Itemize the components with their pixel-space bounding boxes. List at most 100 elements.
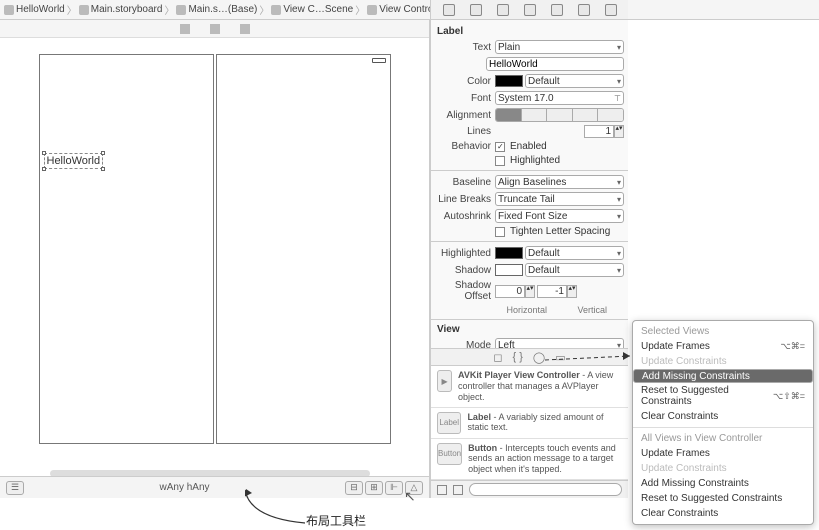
object-library-icon[interactable]: ◯ — [533, 351, 545, 364]
highlighted-color-well[interactable] — [495, 247, 523, 259]
size-class-indicator[interactable]: wAny hAny — [30, 482, 339, 493]
device-preview[interactable] — [216, 54, 391, 444]
identity-inspector-icon[interactable] — [497, 4, 509, 16]
text-field-label: Text — [435, 42, 495, 53]
list-view-icon[interactable] — [453, 485, 463, 495]
color-well[interactable] — [495, 75, 523, 87]
inspector-panel: Label Text Plain▾ Color Default▾ Font Sy… — [430, 0, 628, 498]
text-style-select[interactable]: Plain▾ — [495, 40, 624, 54]
chevron-down-icon: ▾ — [617, 178, 621, 187]
font-select[interactable]: System 17.0⊤ — [495, 91, 624, 105]
view-section-title: View — [437, 324, 624, 335]
resolve-constraints-menu: Selected Views Update Frames⌥⌘= Update C… — [632, 320, 814, 525]
menu-item-reset-suggested[interactable]: Reset to Suggested Constraints⌥⇧⌘= — [633, 383, 813, 409]
canvas-workspace: → HelloWorld — [0, 20, 430, 476]
breadcrumb-item[interactable]: Main.s…(Base) — [176, 4, 257, 15]
quickhelp-inspector-icon[interactable] — [470, 4, 482, 16]
pin-button[interactable]: ⊩ — [385, 481, 403, 495]
stepper-icon[interactable]: ▴▾ — [567, 285, 577, 298]
menu-item-clear-constraints-all[interactable]: Clear Constraints — [633, 506, 813, 521]
canvas-bottom-bar: ☰ wAny hAny ⊟ ⊞ ⊩ △ — [0, 476, 430, 498]
scene-icon — [271, 5, 281, 15]
code-snippet-icon[interactable]: { } — [513, 351, 523, 363]
breadcrumb-item[interactable]: HelloWorld — [4, 4, 65, 15]
storyboard-icon — [176, 5, 186, 15]
breadcrumb: HelloWorld〉 Main.storyboard〉 Main.s…(Bas… — [0, 0, 819, 20]
mode-select[interactable]: Left▾ — [495, 338, 624, 348]
shadow-v-value[interactable]: -1 — [537, 285, 567, 298]
exit-icon[interactable] — [240, 24, 250, 34]
lines-value[interactable]: 1 — [584, 125, 614, 138]
grid-view-icon[interactable] — [437, 485, 447, 495]
stepper-icon[interactable]: ▴▾ — [614, 125, 624, 138]
enabled-checkbox[interactable] — [495, 142, 505, 152]
linebreaks-select[interactable]: Truncate Tail▾ — [495, 192, 624, 206]
avkit-thumb-icon: ▶ — [437, 370, 452, 392]
viewcontroller-icon — [367, 5, 377, 15]
annotation-text: 布局工具栏 — [306, 512, 366, 529]
size-inspector-icon[interactable] — [551, 4, 563, 16]
attributes-inspector-icon[interactable] — [524, 4, 536, 16]
library-item[interactable]: Label Label - A variably sized amount of… — [431, 408, 628, 439]
alignment-segmented[interactable] — [495, 108, 624, 122]
shadow-h-value[interactable]: 0 — [495, 285, 525, 298]
label-widget[interactable]: HelloWorld — [44, 153, 104, 169]
library-item[interactable]: Button Button - Intercepts touch events … — [431, 439, 628, 480]
baseline-label: Baseline — [435, 177, 495, 188]
outline-toggle-icon[interactable]: ☰ — [6, 481, 24, 495]
label-widget-text: HelloWorld — [47, 155, 101, 167]
canvas[interactable]: → HelloWorld — [0, 38, 429, 476]
menu-item-clear-constraints[interactable]: Clear Constraints — [633, 409, 813, 424]
canvas-toolbar — [0, 20, 429, 38]
breadcrumb-item[interactable]: Main.storyboard — [79, 4, 163, 15]
connections-inspector-icon[interactable] — [578, 4, 590, 16]
shadow-color-select[interactable]: Default▾ — [525, 263, 624, 277]
baseline-select[interactable]: Align Baselines▾ — [495, 175, 624, 189]
breadcrumb-item[interactable]: View C…Scene — [271, 4, 353, 15]
menu-item-update-frames-all[interactable]: Update Frames — [633, 446, 813, 461]
linebreaks-label: Line Breaks — [435, 194, 495, 205]
horizontal-sublabel: Horizontal — [495, 305, 559, 315]
object-library: ▶ AVKit Player View Controller - A view … — [431, 366, 628, 480]
firstresponder-icon[interactable] — [210, 24, 220, 34]
stepper-icon[interactable]: ▴▾ — [525, 285, 535, 298]
highlighted-color-select[interactable]: Default▾ — [525, 246, 624, 260]
label-thumb-icon: Label — [437, 412, 461, 434]
stack-button[interactable]: ⊟ — [345, 481, 363, 495]
shadowoffset-label: Shadow Offset — [435, 280, 495, 302]
align-button[interactable]: ⊞ — [365, 481, 383, 495]
autoshrink-select[interactable]: Fixed Font Size▾ — [495, 209, 624, 223]
library-search-input[interactable] — [469, 483, 622, 496]
vc-icon[interactable] — [180, 24, 190, 34]
storyboard-icon — [79, 5, 89, 15]
vertical-sublabel: Vertical — [561, 305, 625, 315]
media-library-icon[interactable]: ▭ — [555, 351, 565, 364]
file-template-icon[interactable]: ◻ — [493, 351, 502, 364]
menu-item-update-frames[interactable]: Update Frames⌥⌘= — [633, 339, 813, 354]
lines-label: Lines — [435, 126, 495, 137]
device-preview[interactable]: HelloWorld — [39, 54, 214, 444]
bindings-inspector-icon[interactable] — [605, 4, 617, 16]
alignment-label: Alignment — [435, 110, 495, 121]
file-inspector-icon[interactable] — [443, 4, 455, 16]
shadow-color-well[interactable] — [495, 264, 523, 276]
library-tabs: ◻ { } ◯ ▭ — [431, 348, 628, 366]
tighten-check-label: Tighten Letter Spacing — [510, 226, 610, 237]
text-value-input[interactable] — [486, 57, 624, 71]
library-item-title: Label — [467, 412, 491, 422]
font-field-label: Font — [435, 93, 495, 104]
tighten-checkbox[interactable] — [495, 227, 505, 237]
font-picker-icon: ⊤ — [614, 94, 621, 103]
menu-item-reset-suggested-all[interactable]: Reset to Suggested Constraints — [633, 491, 813, 506]
highlighted-checkbox[interactable] — [495, 156, 505, 166]
chevron-down-icon: ▾ — [617, 195, 621, 204]
chevron-down-icon: ▾ — [617, 212, 621, 221]
library-item-title: Button — [468, 443, 497, 453]
menu-item-add-missing-constraints-all[interactable]: Add Missing Constraints — [633, 476, 813, 491]
menu-item-update-constraints: Update Constraints — [633, 354, 813, 369]
menu-item-add-missing-constraints[interactable]: Add Missing Constraints — [633, 369, 813, 383]
library-item[interactable]: ▶ AVKit Player View Controller - A view … — [431, 366, 628, 407]
chevron-down-icon: ▾ — [617, 266, 621, 275]
mode-label: Mode — [435, 340, 495, 349]
color-select[interactable]: Default▾ — [525, 74, 624, 88]
